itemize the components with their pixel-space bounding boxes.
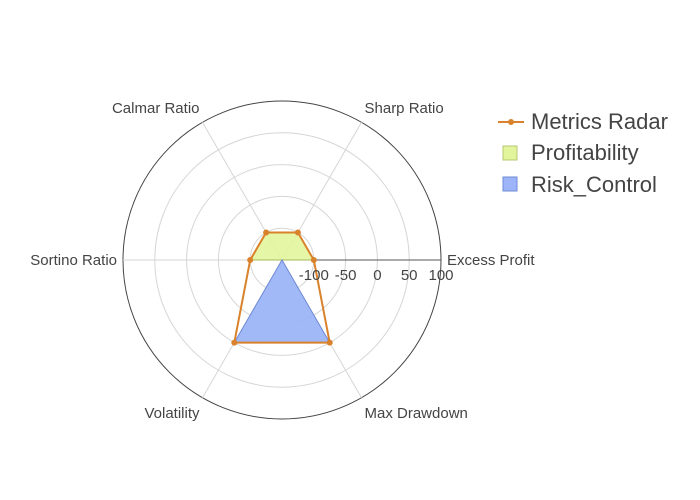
legend-item-metrics-radar[interactable]: Metrics Radar	[498, 109, 668, 134]
radial-tick-label: -50	[335, 267, 357, 284]
legend-label: Profitability	[531, 140, 639, 165]
radial-ticks: -100 -50 0 50 100	[299, 267, 454, 284]
metrics-radar-point[interactable]	[326, 339, 333, 346]
metrics-radar-point[interactable]	[263, 229, 270, 236]
series-lines	[231, 229, 333, 346]
series-fills	[233, 231, 331, 344]
legend-fill-swatch	[502, 176, 518, 192]
radial-tick-label: 50	[401, 267, 418, 284]
axis-label: Sortino Ratio	[30, 252, 117, 269]
legend-label: Risk_Control	[531, 172, 657, 197]
radial-tick-label: -100	[299, 267, 329, 284]
legend-item-profitability[interactable]: Profitability	[502, 140, 639, 165]
metrics-radar-point[interactable]	[310, 257, 317, 263]
axis-label: Max Drawdown	[365, 405, 468, 422]
radial-tick-label: 100	[428, 267, 453, 284]
legend-marker	[508, 119, 514, 125]
legend-fill-swatch	[502, 145, 518, 161]
radial-tick-label: 0	[373, 267, 381, 284]
legend-item-risk-control[interactable]: Risk_Control	[502, 172, 657, 197]
legend[interactable]: Metrics Radar Profitability Risk_Control	[498, 109, 668, 197]
metrics-radar-point[interactable]	[294, 229, 301, 236]
metrics-radar-point[interactable]	[231, 339, 238, 346]
axis-label: Calmar Ratio	[112, 100, 200, 117]
legend-label: Metrics Radar	[531, 109, 668, 134]
metrics-radar-point[interactable]	[247, 257, 254, 263]
axis-label: Volatility	[144, 405, 200, 422]
profitability-area	[249, 231, 315, 261]
axis-label: Sharp Ratio	[365, 100, 444, 117]
axis-labels: Excess Profit Sharp Ratio Calmar Ratio Sort…	[30, 100, 535, 422]
axis-label: Excess Profit	[447, 252, 535, 269]
